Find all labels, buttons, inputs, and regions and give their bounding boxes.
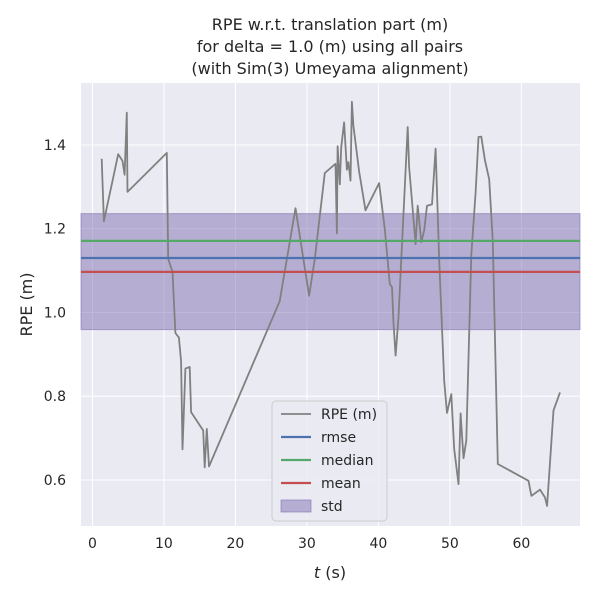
x-tick-label: 40: [369, 536, 387, 552]
chart-title-line-2: for delta = 1.0 (m) using all pairs: [197, 37, 463, 56]
y-tick-label: 0.8: [44, 389, 66, 405]
y-axis-label: RPE (m): [17, 272, 36, 336]
legend-label: median: [321, 453, 373, 469]
chart-title-line-1: RPE w.r.t. translation part (m): [212, 15, 448, 34]
rpe-series-line: [100, 100, 561, 507]
y-axis-ticks: 0.6 0.8 1.0 1.2 1.4: [44, 138, 66, 489]
legend-swatch: [280, 499, 312, 513]
y-tick-label: 1.2: [44, 222, 66, 238]
legend-label: mean: [321, 476, 361, 492]
series-layer: [100, 100, 561, 507]
x-tick-label: 10: [155, 536, 173, 552]
legend-frame: [271, 400, 388, 522]
chart-title-line-3: (with Sim(3) Umeyama alignment): [191, 59, 468, 78]
x-tick-label: 50: [441, 536, 459, 552]
x-axis-label: t (s): [314, 563, 346, 582]
x-tick-label: 0: [88, 536, 97, 552]
legend-label: std: [321, 499, 343, 515]
legend: RPE (m) rmse median mean std: [271, 400, 388, 522]
legend-label: rmse: [321, 430, 356, 446]
x-axis-ticks: 0 10 20 30 40 50 60: [88, 536, 530, 552]
stat-lines: [81, 239, 580, 273]
x-axis-label-unit: (s): [320, 563, 346, 582]
y-tick-label: 1.0: [44, 305, 66, 321]
x-tick-label: 30: [298, 536, 316, 552]
legend-items: RPE (m) rmse median mean std: [280, 407, 377, 515]
legend-label: RPE (m): [321, 407, 377, 423]
x-tick-label: 60: [512, 536, 530, 552]
x-tick-label: 20: [227, 536, 245, 552]
x-axis-label-variable: t: [314, 563, 321, 582]
y-tick-label: 1.4: [44, 138, 66, 154]
y-tick-label: 0.6: [44, 473, 66, 489]
